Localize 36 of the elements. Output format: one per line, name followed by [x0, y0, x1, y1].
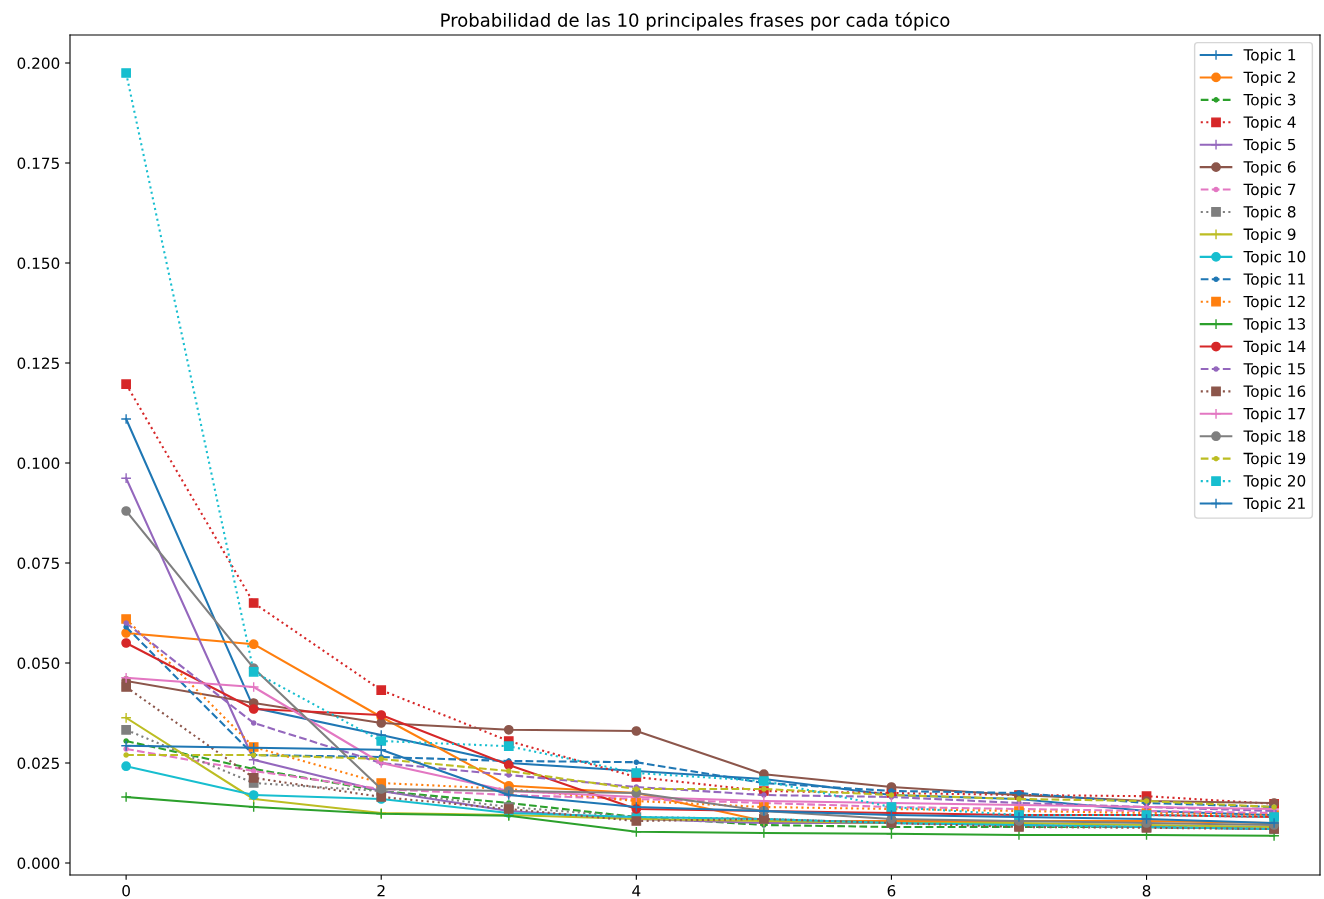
legend-label: Topic 14: [1243, 340, 1306, 356]
legend-label: Topic 18: [1243, 429, 1306, 445]
x-tick-label: 2: [377, 884, 385, 897]
x-tick-label: 0: [122, 884, 130, 897]
legend-label: Topic 4: [1243, 116, 1296, 131]
x-tick-label: 4: [632, 885, 641, 897]
legend-label: Topic 20: [1243, 474, 1306, 490]
chart-title: Probabilidad de las 10 principales frases por cada tópico: [441, 12, 950, 31]
y-tick-label: 0.025: [17, 757, 59, 770]
legend-label: Topic 6: [1243, 160, 1296, 176]
legend-label: Topic 13: [1243, 317, 1306, 333]
y-tick-label: 0.150: [17, 257, 60, 270]
legend-label: Topic 15: [1243, 362, 1305, 378]
legend-label: Topic 7: [1243, 183, 1296, 199]
legend-label: Topic 19: [1243, 452, 1306, 468]
legend-label: Topic 1: [1243, 48, 1296, 64]
y-tick-label: 0.200: [17, 57, 60, 70]
legend-label: Topic 9: [1243, 228, 1296, 243]
y-tick-label: 0.175: [17, 157, 59, 170]
legend-label: Topic 12: [1243, 295, 1305, 311]
x-tick-label: 6: [887, 884, 896, 897]
legend-label: Topic 21: [1243, 497, 1305, 513]
legend-label: Topic 10: [1243, 250, 1306, 266]
legend-label: Topic 16: [1243, 385, 1306, 400]
legend-label: Topic 2: [1243, 71, 1295, 86]
legend-label: Topic 17: [1243, 407, 1305, 423]
y-tick-label: 0.075: [17, 557, 59, 570]
y-tick-label: 0.100: [17, 457, 60, 470]
y-tick-label: 0.000: [17, 857, 60, 870]
legend-label: Topic 8: [1243, 205, 1296, 221]
x-tick-label: 8: [1142, 884, 1151, 897]
y-tick-label: 0.050: [17, 657, 60, 670]
legend-label: Topic 5: [1243, 138, 1296, 154]
y-tick-label: 0.125: [17, 357, 59, 370]
legend-label: Topic 3: [1243, 93, 1296, 109]
legend-label: Topic 11: [1243, 273, 1305, 288]
